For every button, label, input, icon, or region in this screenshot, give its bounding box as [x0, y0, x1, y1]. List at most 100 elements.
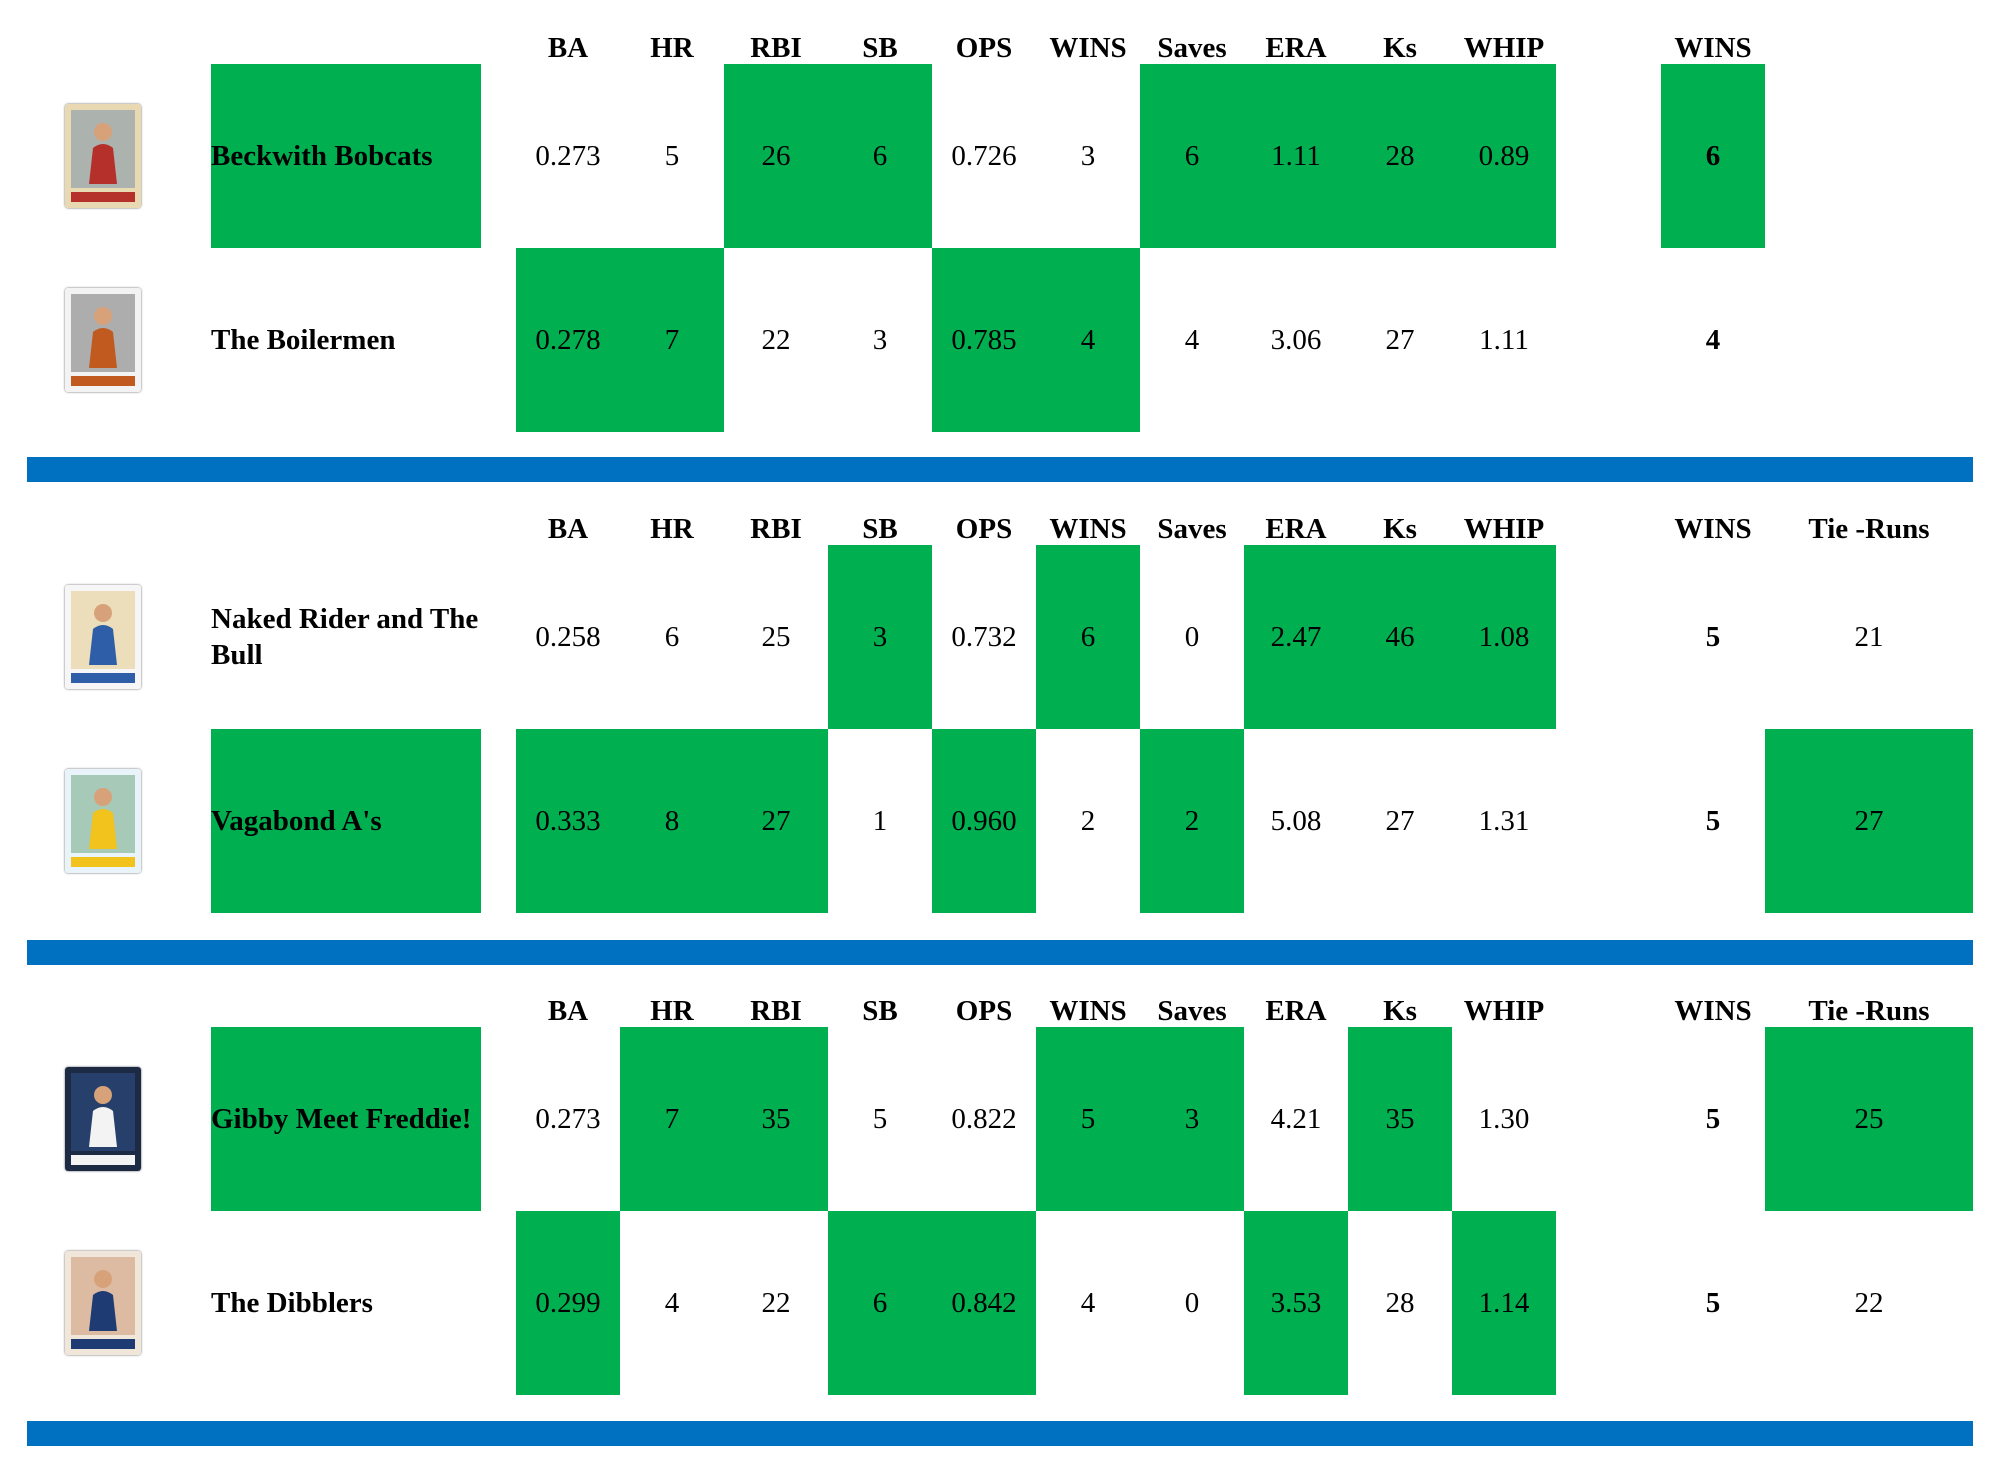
- total-wins-cell: 5: [1705, 1286, 1721, 1319]
- column-header-saves: Saves: [1157, 31, 1227, 64]
- stat-cell-hr: 6: [664, 620, 680, 653]
- column-header-rbi: RBI: [750, 31, 802, 64]
- stat-cell-ba: 0.278: [516, 248, 620, 432]
- stat-cell-rbi: 35: [724, 1027, 828, 1211]
- tie-runs-cell: 22: [1854, 1286, 1884, 1319]
- team-logo-card: [60, 285, 146, 395]
- stat-cell-era: 5.08: [1270, 804, 1322, 837]
- baseball-card-icon: [65, 769, 141, 873]
- stat-cell-rbi: 22: [761, 323, 791, 356]
- stat-cell-wins: 6: [1036, 545, 1140, 729]
- team-logo-card: [60, 1248, 146, 1358]
- stat-cell-sb: 6: [828, 1211, 932, 1395]
- stat-cell-hr: 7: [620, 1027, 724, 1211]
- column-header-ks: Ks: [1383, 994, 1417, 1027]
- stat-cell-era: 3.06: [1270, 323, 1322, 356]
- baseball-card-icon: [65, 1251, 141, 1355]
- stat-cell-ks: 28: [1348, 64, 1452, 248]
- stat-cell-saves: 6: [1140, 64, 1244, 248]
- column-header-total-wins: WINS: [1674, 994, 1752, 1027]
- stat-cell-wins: 5: [1036, 1027, 1140, 1211]
- tie-runs-cell: 25: [1765, 1027, 1973, 1211]
- stat-cell-hr: 8: [620, 729, 724, 913]
- stat-cell-ks: 46: [1348, 545, 1452, 729]
- team-logo-card: [60, 1064, 146, 1174]
- stat-cell-hr: 7: [620, 248, 724, 432]
- stat-cell-rbi: 22: [761, 1286, 791, 1319]
- team-name: Naked Rider and The Bull: [211, 603, 479, 671]
- column-header-sb: SB: [862, 31, 898, 64]
- column-header-ba: BA: [547, 31, 589, 64]
- stat-cell-whip: 1.11: [1479, 323, 1529, 356]
- stat-cell-whip: 1.08: [1452, 545, 1556, 729]
- matchup-3: BA HR RBI SB OPS WINS Saves ERA Ks WHIP WINS Tie -R…: [0, 981, 2000, 1411]
- total-wins-cell: 6: [1661, 64, 1765, 248]
- total-wins-cell: 5: [1705, 1102, 1721, 1135]
- matchup-divider: [27, 940, 1973, 965]
- stat-cell-whip: 1.30: [1478, 1102, 1530, 1135]
- total-wins-cell: 5: [1705, 804, 1721, 837]
- stat-cell-ba: 0.273: [535, 1102, 601, 1135]
- column-header-total-wins: WINS: [1674, 31, 1752, 64]
- team-logo-card: [60, 101, 146, 211]
- matchup-divider: [27, 457, 1973, 482]
- column-header-rbi: RBI: [750, 994, 802, 1027]
- stat-cell-saves: 0: [1184, 1286, 1200, 1319]
- stat-cell-ops: 0.732: [951, 620, 1017, 653]
- stat-cell-whip: 1.31: [1478, 804, 1530, 837]
- team-name: The Boilermen: [211, 324, 396, 356]
- team-name: The Dibblers: [211, 1287, 373, 1319]
- stat-cell-sb: 3: [872, 323, 888, 356]
- stat-cell-ops: 0.960: [932, 729, 1036, 913]
- column-header-wins: WINS: [1049, 994, 1127, 1027]
- column-header-sb: SB: [862, 994, 898, 1027]
- stat-cell-saves: 2: [1140, 729, 1244, 913]
- column-header-total-wins: WINS: [1674, 512, 1752, 545]
- stat-cell-era: 4.21: [1270, 1102, 1322, 1135]
- stat-cell-wins: 2: [1080, 804, 1096, 837]
- column-header-saves: Saves: [1157, 994, 1227, 1027]
- stat-cell-rbi: 25: [761, 620, 791, 653]
- team-name: Gibby Meet Freddie!: [211, 1027, 481, 1211]
- stat-cell-ks: 28: [1385, 1286, 1415, 1319]
- column-header-sb: SB: [862, 512, 898, 545]
- column-header-whip: WHIP: [1463, 994, 1545, 1027]
- stat-cell-ba: 0.273: [535, 139, 601, 172]
- baseball-card-icon: [65, 585, 141, 689]
- stat-cell-ba: 0.333: [516, 729, 620, 913]
- stat-cell-ops: 0.822: [951, 1102, 1017, 1135]
- stat-cell-hr: 5: [664, 139, 680, 172]
- baseball-card-icon: [65, 1067, 141, 1171]
- stat-cell-ops: 0.726: [951, 139, 1017, 172]
- column-header-wins: WINS: [1049, 512, 1127, 545]
- matchup-2: BA HR RBI SB OPS WINS Saves ERA Ks WHIP WINS Tie -R…: [0, 499, 2000, 929]
- stat-cell-rbi: 26: [724, 64, 828, 248]
- column-header-tie-runs: Tie -Runs: [1808, 512, 1930, 545]
- matchup-1: BA HR RBI SB OPS WINS Saves ERA Ks WHIP WINS Beckwi…: [0, 18, 2000, 448]
- team-logo-card: [60, 766, 146, 876]
- stat-cell-hr: 4: [664, 1286, 680, 1319]
- stat-cell-saves: 3: [1140, 1027, 1244, 1211]
- stat-cell-era: 3.53: [1244, 1211, 1348, 1395]
- stat-cell-wins: 3: [1080, 139, 1096, 172]
- column-header-wins: WINS: [1049, 31, 1127, 64]
- stat-cell-sb: 5: [872, 1102, 888, 1135]
- stat-cell-ks: 27: [1385, 323, 1415, 356]
- column-header-rbi: RBI: [750, 512, 802, 545]
- column-header-era: ERA: [1265, 994, 1327, 1027]
- column-header-hr: HR: [650, 994, 694, 1027]
- tie-runs-cell: 21: [1854, 620, 1884, 653]
- stat-cell-ba: 0.258: [535, 620, 601, 653]
- column-header-ops: OPS: [955, 994, 1013, 1027]
- stat-cell-ba: 0.299: [516, 1211, 620, 1395]
- stat-cell-sb: 1: [872, 804, 888, 837]
- stat-cell-ops: 0.842: [932, 1211, 1036, 1395]
- column-header-ks: Ks: [1383, 512, 1417, 545]
- stat-cell-sb: 3: [828, 545, 932, 729]
- stat-cell-era: 2.47: [1244, 545, 1348, 729]
- baseball-card-icon: [65, 288, 141, 392]
- column-header-era: ERA: [1265, 31, 1327, 64]
- total-wins-cell: 5: [1705, 620, 1721, 653]
- column-header-hr: HR: [650, 512, 694, 545]
- stat-cell-saves: 0: [1184, 620, 1200, 653]
